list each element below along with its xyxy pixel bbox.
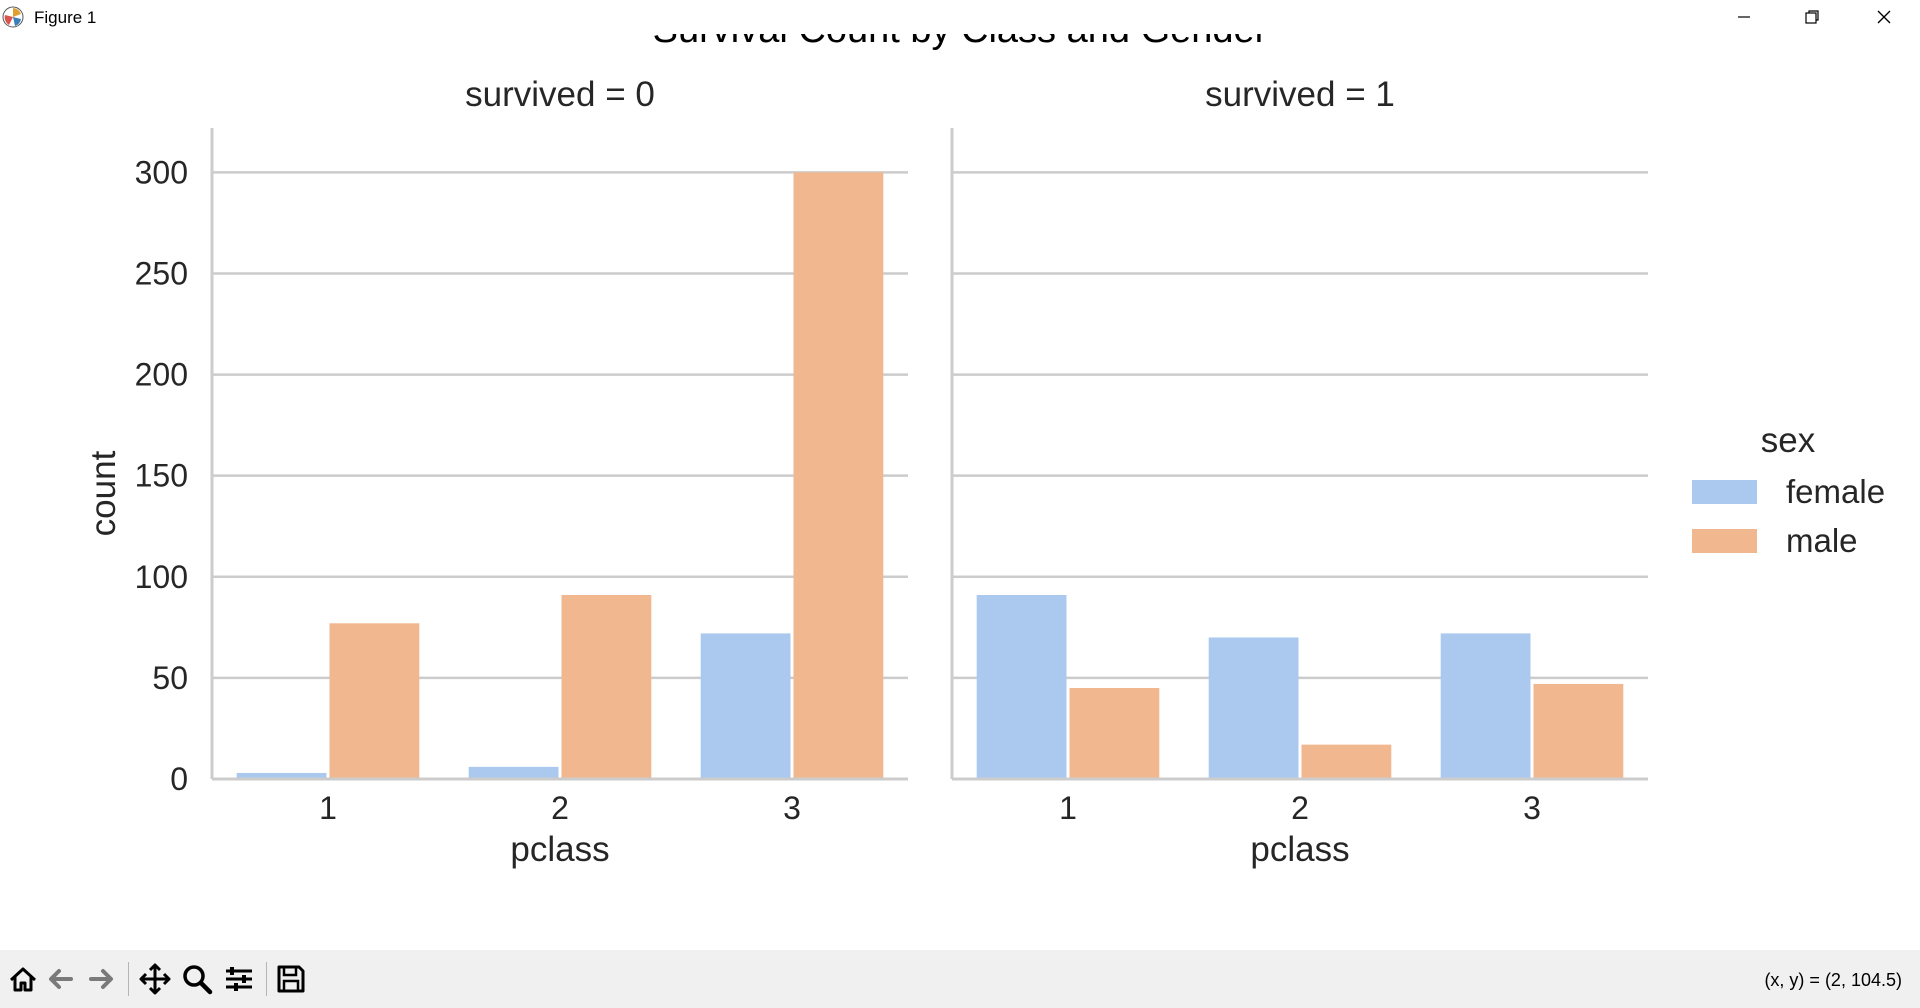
cursor-coordinates: (x, y) = (2, 104.5) (1764, 970, 1902, 990)
back-icon[interactable] (42, 960, 80, 998)
bar-male (1301, 744, 1392, 779)
navigation-toolbar: (x, y) = (2, 104.5) (0, 950, 1920, 1008)
y-tick-label: 150 (135, 458, 188, 494)
minimize-icon (1738, 16, 1750, 18)
zoom-icon[interactable] (178, 960, 216, 998)
figure-canvas[interactable]: Survival Count by Class and Gender 1 2 3 pc… (0, 34, 1920, 950)
maximize-icon (1805, 10, 1819, 24)
legend-entry-male: male (1786, 522, 1858, 559)
facet-title: survived = 1 (1205, 75, 1395, 114)
x-axis-label: pclass (1250, 830, 1349, 869)
close-button[interactable] (1850, 0, 1918, 34)
legend: sex female male (1692, 421, 1885, 559)
bar-female (236, 772, 327, 779)
x-tick-label: 1 (1059, 790, 1077, 826)
bar-female (976, 594, 1067, 779)
window-title: Figure 1 (34, 8, 97, 27)
save-icon[interactable] (272, 960, 310, 998)
legend-title: sex (1761, 421, 1816, 460)
x-tick-label: 2 (551, 790, 569, 826)
x-tick-label: 3 (1523, 790, 1541, 826)
bar-female (700, 633, 791, 779)
matplotlib-icon (2, 6, 24, 28)
x-axis-label: pclass (510, 830, 609, 869)
toolbar-separator (128, 962, 129, 996)
minimize-button[interactable] (1710, 0, 1778, 34)
pan-icon[interactable] (136, 960, 174, 998)
window-titlebar: Figure 1 (0, 0, 1920, 34)
y-tick-label: 300 (135, 154, 188, 190)
facets: 1 2 3 pclass survived = 0 0 50 100 150 200 250 300 c… (84, 75, 1648, 869)
configure-subplots-icon[interactable] (220, 960, 258, 998)
home-icon[interactable] (4, 960, 42, 998)
y-tick-label: 0 (170, 761, 188, 797)
bar-male (329, 623, 420, 779)
figure-title: Survival Count by Class and Gender (653, 34, 1268, 51)
facet-panel: 1 2 3 pclass survived = 0 0 50 100 150 200 250 300 c… (84, 75, 908, 869)
legend-entry-female: female (1786, 473, 1885, 510)
bar-female (1440, 633, 1531, 779)
bar-male (561, 594, 652, 779)
y-axis-label: count (84, 450, 123, 536)
bar-male (1069, 688, 1160, 779)
y-tick-label: 200 (135, 357, 188, 393)
facet-title: survived = 0 (465, 75, 655, 114)
x-tick-label: 2 (1291, 790, 1309, 826)
bar-female (468, 766, 559, 779)
facet-bar-chart: Survival Count by Class and Gender 1 2 3 pc… (84, 34, 1885, 869)
legend-swatch-female (1692, 480, 1757, 504)
maximize-button[interactable] (1778, 0, 1846, 34)
bar-male (793, 172, 884, 779)
x-tick-label: 1 (319, 790, 337, 826)
forward-icon[interactable] (82, 960, 120, 998)
y-tick-label: 50 (152, 660, 188, 696)
legend-swatch-male (1692, 529, 1757, 553)
y-tick-label: 100 (135, 559, 188, 595)
x-tick-label: 3 (783, 790, 801, 826)
toolbar-separator (266, 962, 267, 996)
facet-panel: 1 2 3 pclass survived = 1 (950, 75, 1648, 869)
bar-male (1533, 683, 1624, 779)
y-tick-label: 250 (135, 255, 188, 291)
close-icon (1877, 10, 1891, 24)
bar-female (1208, 637, 1299, 779)
